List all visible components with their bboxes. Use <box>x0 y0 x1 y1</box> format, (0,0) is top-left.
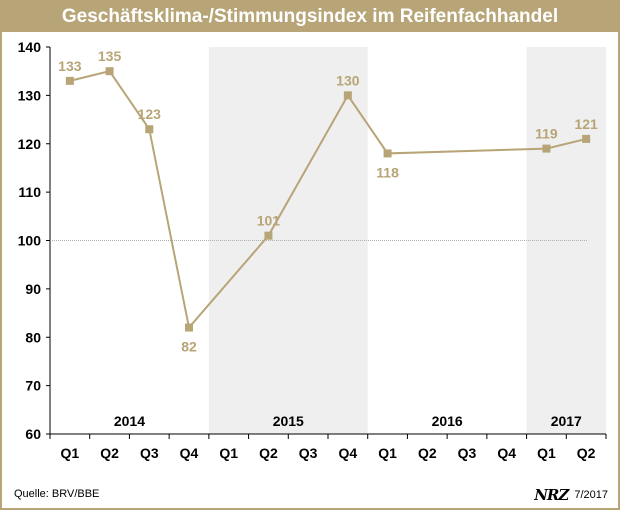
y-tick-label: 60 <box>25 426 41 442</box>
x-axis-ticks: Q1 Q2 Q3 Q4 Q1 Q2 Q3 Q4 Q1 Q2 Q3 Q4 Q1 Q2 <box>49 434 607 461</box>
data-point <box>264 231 273 240</box>
x-tick-label: Q2 <box>100 445 119 461</box>
chart-title: Geschäftsklima-/Stimmungsindex im Reifen… <box>2 2 618 32</box>
data-label: 130 <box>336 72 360 88</box>
source-note: Quelle: BRV/BBE <box>14 488 100 500</box>
y-tick-label: 70 <box>25 378 41 394</box>
x-tick-label: Q3 <box>299 445 318 461</box>
data-label: 135 <box>98 48 122 64</box>
x-tick-label: Q2 <box>418 445 437 461</box>
data-point <box>542 144 551 153</box>
data-label: 123 <box>138 106 162 122</box>
y-tick-label: 90 <box>25 281 41 297</box>
data-point <box>343 91 352 100</box>
y-axis-ticks: 60 70 80 90 100 110 120 130 140 <box>18 39 50 442</box>
publication-date: 7/2017 <box>574 489 608 501</box>
x-tick-label: Q4 <box>497 445 516 461</box>
nrz-logo: NRZ <box>534 486 569 504</box>
year-labels: 2014 2015 2016 2017 <box>114 413 582 429</box>
data-point <box>582 134 591 143</box>
year-label: 2017 <box>551 413 582 429</box>
x-tick-label: Q1 <box>378 445 397 461</box>
y-tick-label: 120 <box>18 136 42 152</box>
data-label: 101 <box>257 213 281 229</box>
x-tick-label: Q1 <box>219 445 238 461</box>
data-label: 133 <box>58 58 82 74</box>
data-label: 119 <box>535 126 558 142</box>
data-point <box>105 67 114 76</box>
y-tick-label: 140 <box>18 39 42 55</box>
x-tick-label: Q3 <box>458 445 477 461</box>
x-tick-label: Q4 <box>339 445 358 461</box>
year-label: 2015 <box>273 413 304 429</box>
y-tick-label: 100 <box>18 233 42 249</box>
data-point <box>383 149 392 158</box>
x-tick-label: Q1 <box>61 445 80 461</box>
x-tick-label: Q3 <box>140 445 159 461</box>
x-tick-label: Q2 <box>259 445 278 461</box>
y-tick-label: 80 <box>25 329 41 345</box>
data-labels: 133 135 123 82 101 130 118 119 121 <box>58 48 598 354</box>
x-tick-label: Q1 <box>537 445 556 461</box>
y-tick-label: 130 <box>18 87 42 103</box>
x-tick-label: Q4 <box>180 445 199 461</box>
data-point <box>185 323 193 332</box>
year-label: 2016 <box>432 413 463 429</box>
y-tick-label: 110 <box>18 184 41 200</box>
x-tick-label: Q2 <box>577 445 596 461</box>
year-label: 2014 <box>114 413 145 429</box>
footer-credit: NRZ 7/2017 <box>534 486 608 504</box>
data-point <box>65 76 74 85</box>
data-point <box>145 125 154 134</box>
data-label: 82 <box>181 339 197 355</box>
data-label: 118 <box>376 164 399 180</box>
data-label: 121 <box>574 116 598 132</box>
data-points <box>65 67 591 332</box>
